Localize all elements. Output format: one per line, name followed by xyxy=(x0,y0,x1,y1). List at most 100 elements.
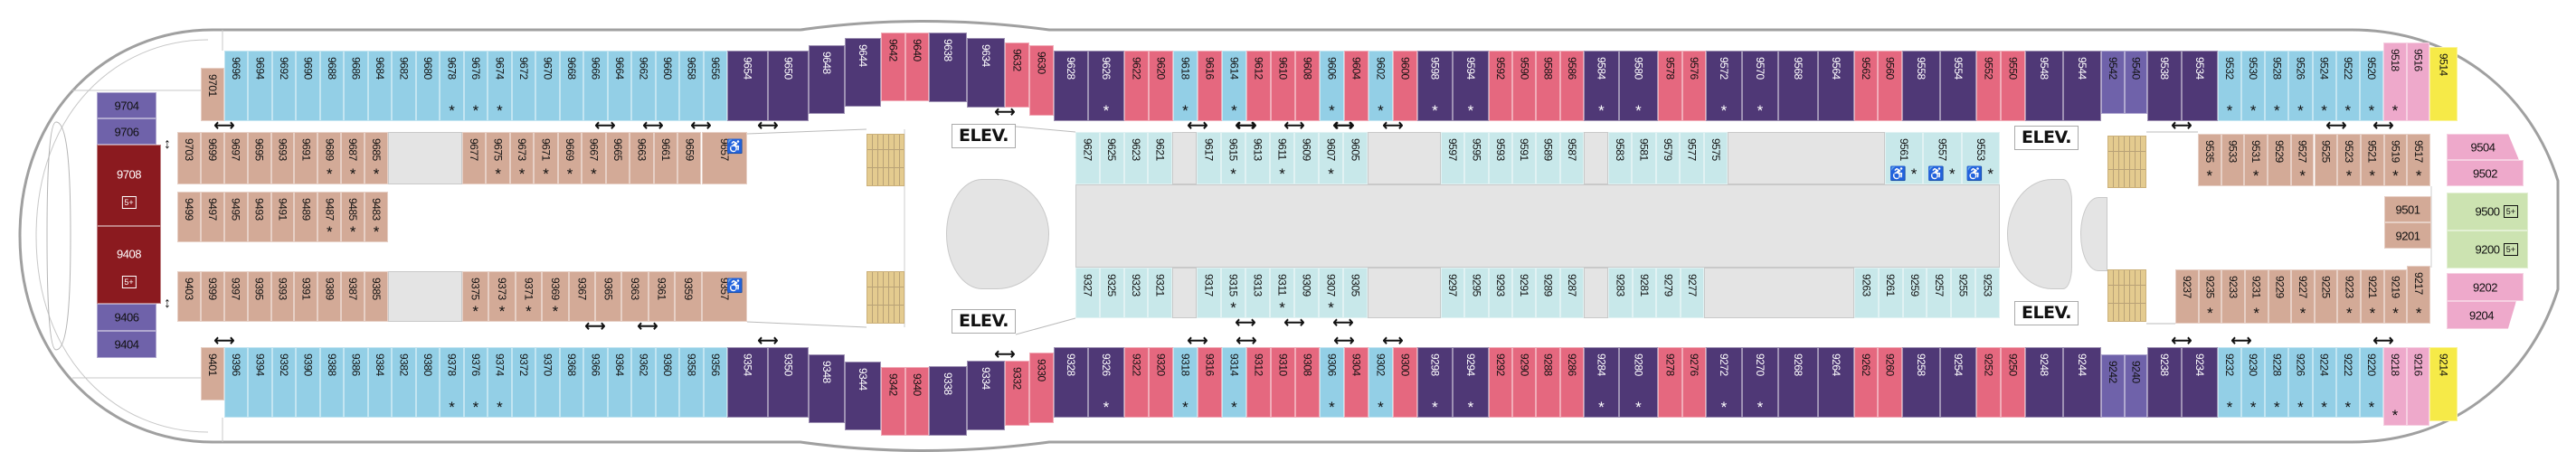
cabin-9542[interactable]: 9542 xyxy=(2100,51,2125,114)
cabin-9223[interactable]: 9223 * xyxy=(2337,269,2362,324)
cabin-9535[interactable]: 9535 * xyxy=(2198,134,2221,186)
cabin-9611[interactable]: 9611 * xyxy=(1270,132,1294,184)
cabin-9378[interactable]: 9378 * xyxy=(440,347,464,418)
cabin-9520[interactable]: 9520 * xyxy=(2359,51,2383,121)
cabin-9597[interactable]: 9597 xyxy=(1441,132,1465,184)
cabin-9268[interactable]: 9268 xyxy=(1777,347,1818,418)
cabin-9216[interactable]: 9216 xyxy=(2406,347,2429,426)
cabin-9392[interactable]: 9392 xyxy=(271,347,297,418)
cabin-9608[interactable]: 9608 xyxy=(1294,51,1320,121)
cabin-9261[interactable]: 9261 xyxy=(1878,268,1903,318)
cabin-9696[interactable]: 9696 xyxy=(224,51,249,121)
cabin-9221[interactable]: 9221 * xyxy=(2361,269,2384,324)
cabin-9220[interactable]: 9220 * xyxy=(2359,347,2383,418)
cabin-9244[interactable]: 9244 xyxy=(2062,347,2101,418)
cabin-9389[interactable]: 9389 xyxy=(317,271,342,322)
cabin-9594[interactable]: 9594 * xyxy=(1452,51,1489,121)
cabin-9662[interactable]: 9662 xyxy=(631,51,656,121)
cabin-9384[interactable]: 9384 xyxy=(367,347,393,418)
cabin-9260[interactable]: 9260 xyxy=(1877,347,1902,418)
cabin-9528[interactable]: 9528 * xyxy=(2265,51,2289,121)
cabin-9254[interactable]: 9254 xyxy=(1939,347,1976,418)
cabin-9328[interactable]: 9328 xyxy=(1053,347,1088,418)
cabin-9591[interactable]: 9591 xyxy=(1511,132,1537,184)
cabin-9674[interactable]: 9674 * xyxy=(488,51,512,121)
cabin-9320[interactable]: 9320 xyxy=(1148,347,1173,418)
cabin-9233[interactable]: 9233 xyxy=(2221,269,2245,324)
cabin-9501[interactable]: 9501 xyxy=(2384,196,2431,222)
cabin-9310[interactable]: 9310 xyxy=(1270,347,1295,418)
cabin-9564[interactable]: 9564 xyxy=(1817,51,1854,121)
cabin-9670[interactable]: 9670 xyxy=(535,51,560,121)
cabin-9393[interactable]: 9393 xyxy=(270,271,295,322)
cabin-9668[interactable]: 9668 xyxy=(559,51,584,121)
cabin-9592[interactable]: 9592 xyxy=(1488,51,1513,121)
cabin-9485[interactable]: 9485 * xyxy=(341,192,365,242)
cabin-9280[interactable]: 9280 * xyxy=(1618,347,1658,418)
cabin-9630[interactable]: 9630 xyxy=(1028,45,1054,116)
cabin-9322[interactable]: 9322 xyxy=(1123,347,1149,418)
cabin-9342[interactable]: 9342 xyxy=(880,367,905,436)
cabin-9675[interactable]: 9675 * xyxy=(486,132,510,184)
cabin-9579[interactable]: 9579 xyxy=(1655,132,1681,184)
cabin-9704[interactable]: 9704 xyxy=(97,92,156,118)
cabin-9286[interactable]: 9286 xyxy=(1559,347,1584,418)
cabin-9287[interactable]: 9287 xyxy=(1559,268,1584,318)
cabin-9589[interactable]: 9589 xyxy=(1536,132,1560,184)
cabin-9692[interactable]: 9692 xyxy=(271,51,297,121)
cabin-9577[interactable]: 9577 xyxy=(1680,132,1704,184)
cabin-9288[interactable]: 9288 xyxy=(1536,347,1560,418)
cabin-9517[interactable]: 9517 * xyxy=(2407,134,2430,186)
cabin-9703[interactable]: 9703 xyxy=(177,132,201,184)
cabin-9394[interactable]: 9394 xyxy=(248,347,272,418)
cabin-9580[interactable]: 9580 * xyxy=(1618,51,1658,121)
cabin-9315[interactable]: 9315 * xyxy=(1221,268,1245,318)
cabin-9250[interactable]: 9250 xyxy=(2000,347,2025,418)
cabin-9656[interactable]: 9656 xyxy=(703,51,727,121)
cabin-9518[interactable]: 9518 * xyxy=(2382,42,2407,121)
cabin-9323[interactable]: 9323 xyxy=(1123,268,1149,318)
cabin-9240[interactable]: 9240 xyxy=(2124,354,2147,418)
cabin-9497[interactable]: 9497 xyxy=(200,192,224,242)
cabin-9650[interactable]: 9650 xyxy=(767,51,809,121)
cabin-9396[interactable]: 9396 xyxy=(224,347,249,418)
cabin-9610[interactable]: 9610 xyxy=(1270,51,1295,121)
cabin-9665[interactable]: 9665 xyxy=(605,132,630,184)
cabin-9562[interactable]: 9562 xyxy=(1853,51,1878,121)
cabin-9365[interactable]: 9365 xyxy=(595,271,622,322)
cabin-9370[interactable]: 9370 xyxy=(535,347,560,418)
cabin-9360[interactable]: 9360 xyxy=(655,347,680,418)
cabin-9586[interactable]: 9586 xyxy=(1559,51,1584,121)
cabin-9680[interactable]: 9680 xyxy=(415,51,440,121)
cabin-9521[interactable]: 9521 * xyxy=(2360,134,2384,186)
cabin-9607[interactable]: 9607 * xyxy=(1319,132,1343,184)
cabin-9500[interactable]: 9500 5+ xyxy=(2447,193,2528,231)
cabin-9522[interactable]: 9522 * xyxy=(2335,51,2360,121)
cabin-9217[interactable]: 9217 * xyxy=(2407,266,2431,324)
cabin-9390[interactable]: 9390 xyxy=(296,347,320,418)
cabin-9676[interactable]: 9676 * xyxy=(463,51,488,121)
elevator-fwd-lower[interactable]: ELEV. xyxy=(2014,301,2079,325)
cabin-9231[interactable]: 9231 * xyxy=(2244,269,2268,324)
cabin-9401[interactable]: 9401 xyxy=(201,347,224,400)
cabin-9538[interactable]: 9538 xyxy=(2146,51,2182,121)
cabin-9533[interactable]: 9533 xyxy=(2221,134,2245,186)
cabin-9504[interactable]: 9504 xyxy=(2447,134,2519,160)
cabin-9272[interactable]: 9272 * xyxy=(1705,347,1742,418)
cabin-9686[interactable]: 9686 xyxy=(344,51,368,121)
cabin-9326[interactable]: 9326 * xyxy=(1087,347,1124,418)
cabin-9634[interactable]: 9634 xyxy=(966,38,1005,108)
cabin-9404[interactable]: 9404 xyxy=(97,331,156,358)
elevator-aft-upper[interactable]: ELEV. xyxy=(952,124,1016,148)
cabin-9553[interactable]: 9553 ♿ * xyxy=(1961,132,2000,184)
cabin-9554[interactable]: 9554 xyxy=(1939,51,1976,121)
cabin-9263[interactable]: 9263 xyxy=(1854,268,1879,318)
cabin-9321[interactable]: 9321 xyxy=(1148,268,1172,318)
cabin-9570[interactable]: 9570 * xyxy=(1741,51,1778,121)
cabin-9279[interactable]: 9279 xyxy=(1656,268,1681,318)
cabin-9689[interactable]: 9689 * xyxy=(317,132,342,184)
cabin-9373[interactable]: 9373 * xyxy=(488,271,516,322)
cabin-9358[interactable]: 9358 xyxy=(679,347,704,418)
cabin-9660[interactable]: 9660 xyxy=(655,51,680,121)
cabin-9613[interactable]: 9613 xyxy=(1245,132,1270,184)
